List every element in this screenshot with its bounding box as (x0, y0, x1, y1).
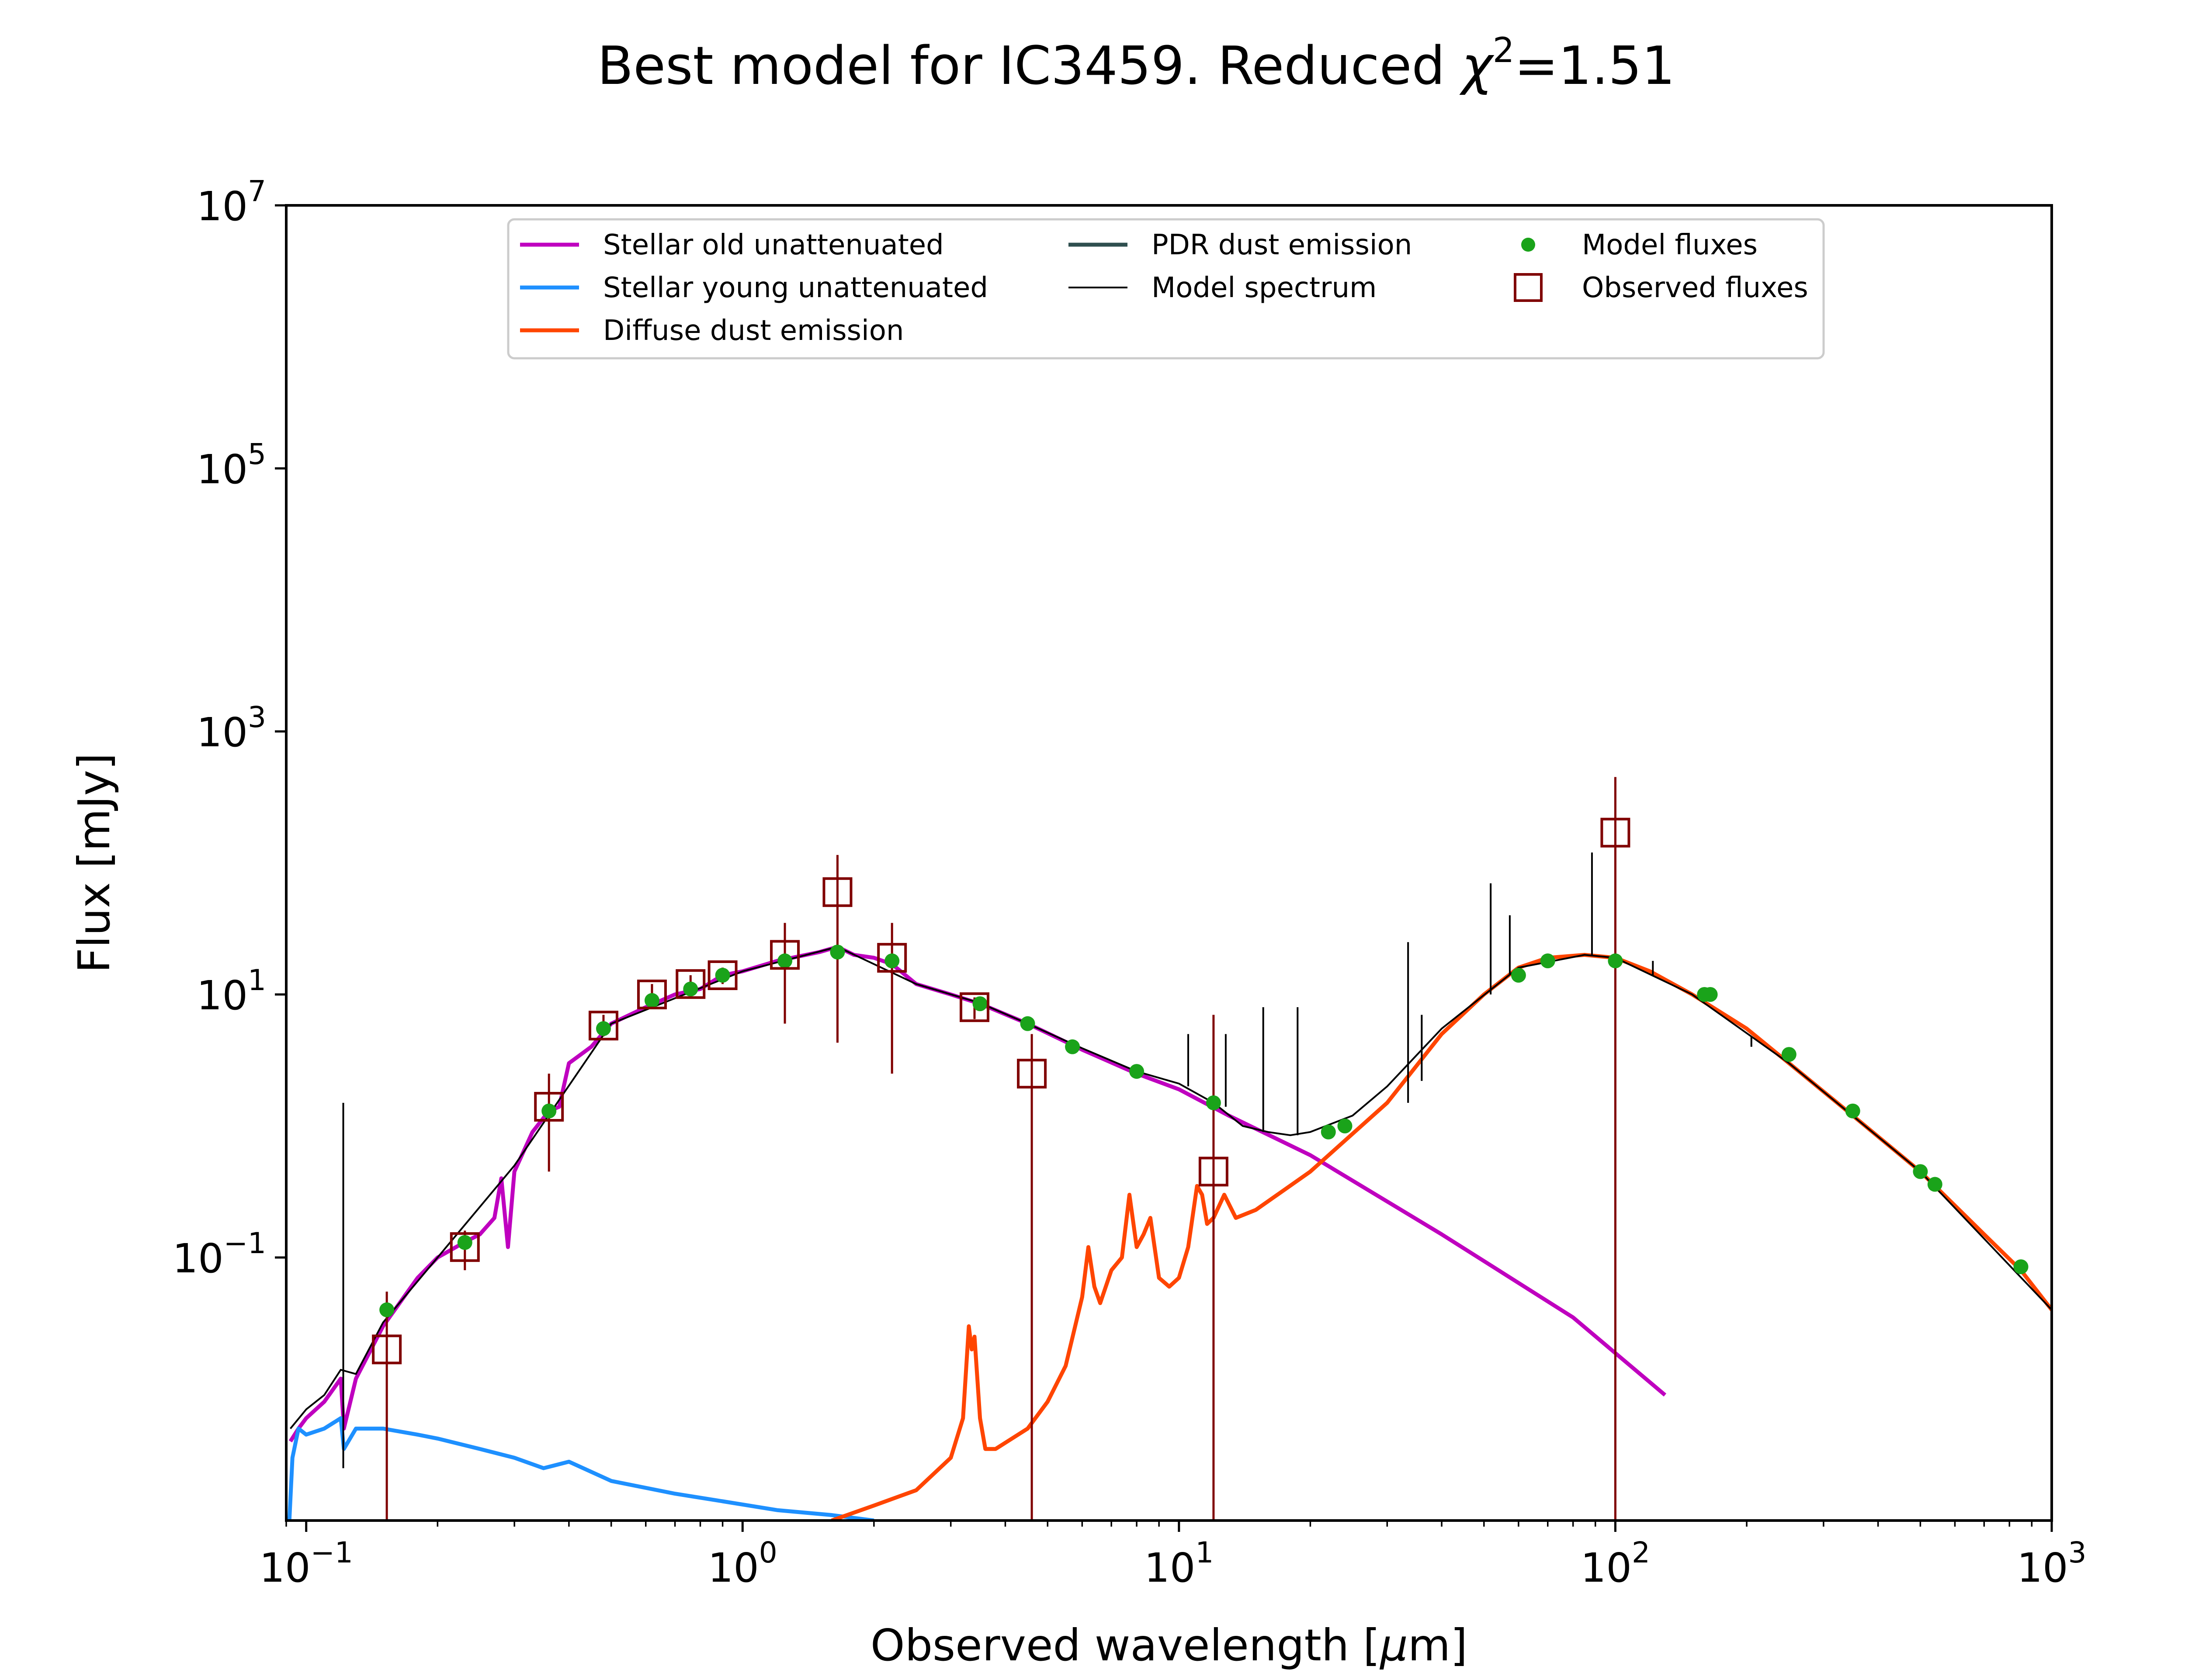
legend-items: Stellar old unattenuated Stellar young un… (520, 229, 1808, 347)
model-flux-point (379, 1302, 395, 1317)
model-flux-point (1337, 1119, 1353, 1133)
legend-label: Model fluxes (1582, 229, 1758, 261)
x-tick-label: 102 (1581, 1536, 1650, 1591)
observed-flux-marker (1017, 1059, 1047, 1089)
observed-flux-marker (959, 992, 989, 1022)
legend-box (507, 218, 1825, 360)
legend-label: Stellar young unattenuated (603, 272, 988, 304)
legend-item-diffuse-dust-emission: Diffuse dust emission (520, 315, 904, 347)
model-flux-point (596, 1021, 611, 1036)
y-tick-label: 10−1 (173, 1226, 266, 1282)
model-flux-point (1608, 953, 1623, 969)
legend-item-stellar-old-unattenuated: Stellar old unattenuated (520, 229, 944, 261)
model-flux-point (1020, 1016, 1035, 1031)
y-axis-ticks: 10−1 101 103 105 107 (173, 174, 286, 1282)
x-tick-label: 103 (2017, 1536, 2086, 1591)
model-flux-point (1321, 1124, 1336, 1140)
observed-flux-marker (637, 980, 667, 1009)
legend-swatch (1514, 273, 1543, 302)
model-flux-point (2013, 1259, 2029, 1275)
model-flux-point (1845, 1103, 1860, 1119)
observed-flux-marker (877, 943, 907, 973)
legend-item-model-fluxes: Model fluxes (1521, 229, 1758, 261)
observed-flux-marker (822, 877, 853, 907)
stellar-young-unattenuated-line (287, 1416, 874, 1521)
model-flux-point (1703, 987, 1718, 1002)
errorbar-layer (385, 777, 1616, 1521)
observed-flux-marker (450, 1232, 480, 1262)
model-flux-point (972, 996, 988, 1011)
model-flux-point (1781, 1047, 1797, 1062)
legend-label: Observed fluxes (1582, 272, 1808, 304)
model-flux-point (644, 993, 659, 1008)
observed-flux-layer (372, 817, 1630, 1365)
x-tick-label: 100 (708, 1536, 777, 1591)
y-tick-label: 101 (197, 963, 266, 1019)
observed-flux-marker (708, 960, 738, 991)
legend-item-stellar-young-unattenuated: Stellar young unattenuated (520, 272, 988, 304)
legend-item-model-spectrum: Model spectrum (1068, 272, 1377, 304)
x-tick-label: 10−1 (260, 1536, 353, 1591)
legend-label: Stellar old unattenuated (603, 229, 944, 261)
model-flux-point (1206, 1095, 1221, 1110)
legend-item-observed-fluxes: Observed fluxes (1514, 272, 1808, 304)
y-axis-label: Flux [mJy] (69, 753, 120, 973)
legend: Stellar old unattenuated Stellar young un… (507, 218, 1825, 360)
model-flux-point (715, 968, 730, 983)
legend-label: PDR dust emission (1151, 229, 1412, 261)
diffuse-dust-emission-line (831, 953, 2052, 1521)
x-tick-label: 101 (1144, 1536, 1214, 1591)
legend-item-pdr-dust-emission: PDR dust emission (1068, 229, 1412, 261)
model-flux-point (1927, 1177, 1942, 1192)
model-flux-point (1129, 1064, 1145, 1079)
legend-swatch (1521, 238, 1535, 252)
model-flux-point (830, 945, 845, 960)
model-flux-point (1065, 1039, 1080, 1054)
model-flux-point (777, 953, 793, 969)
x-axis-ticks: 10−1 100 101 102 103 (260, 1521, 2087, 1591)
observed-flux-marker (676, 969, 706, 999)
observed-flux-marker (588, 1011, 618, 1041)
plot-frame (285, 204, 2053, 1522)
x-axis-label: Observed wavelength [μm] (871, 1620, 1467, 1671)
chart-title: Best model for IC3459. Reduced χ2=1.51 (597, 31, 1675, 97)
y-tick-label: 107 (197, 174, 266, 230)
model-flux-point (1540, 953, 1555, 969)
model-spectrum-line (289, 946, 2052, 1429)
observed-flux-marker (372, 1334, 402, 1365)
model-flux-point (1511, 968, 1526, 983)
legend-label: Diffuse dust emission (603, 315, 904, 347)
model-flux-point (541, 1103, 557, 1119)
model-flux-point (683, 981, 698, 997)
series-layer (287, 852, 2052, 1521)
observed-flux-marker (1600, 817, 1630, 848)
y-tick-label: 103 (197, 700, 266, 756)
model-flux-point (884, 953, 900, 969)
model-flux-point (457, 1235, 472, 1250)
observed-flux-marker (534, 1092, 564, 1122)
legend-label: Model spectrum (1151, 272, 1377, 304)
y-tick-label: 105 (197, 437, 266, 493)
observed-flux-marker (1198, 1157, 1228, 1187)
observed-flux-marker (770, 940, 800, 970)
model-flux-layer (379, 945, 2029, 1317)
model-flux-point (1913, 1164, 1928, 1179)
